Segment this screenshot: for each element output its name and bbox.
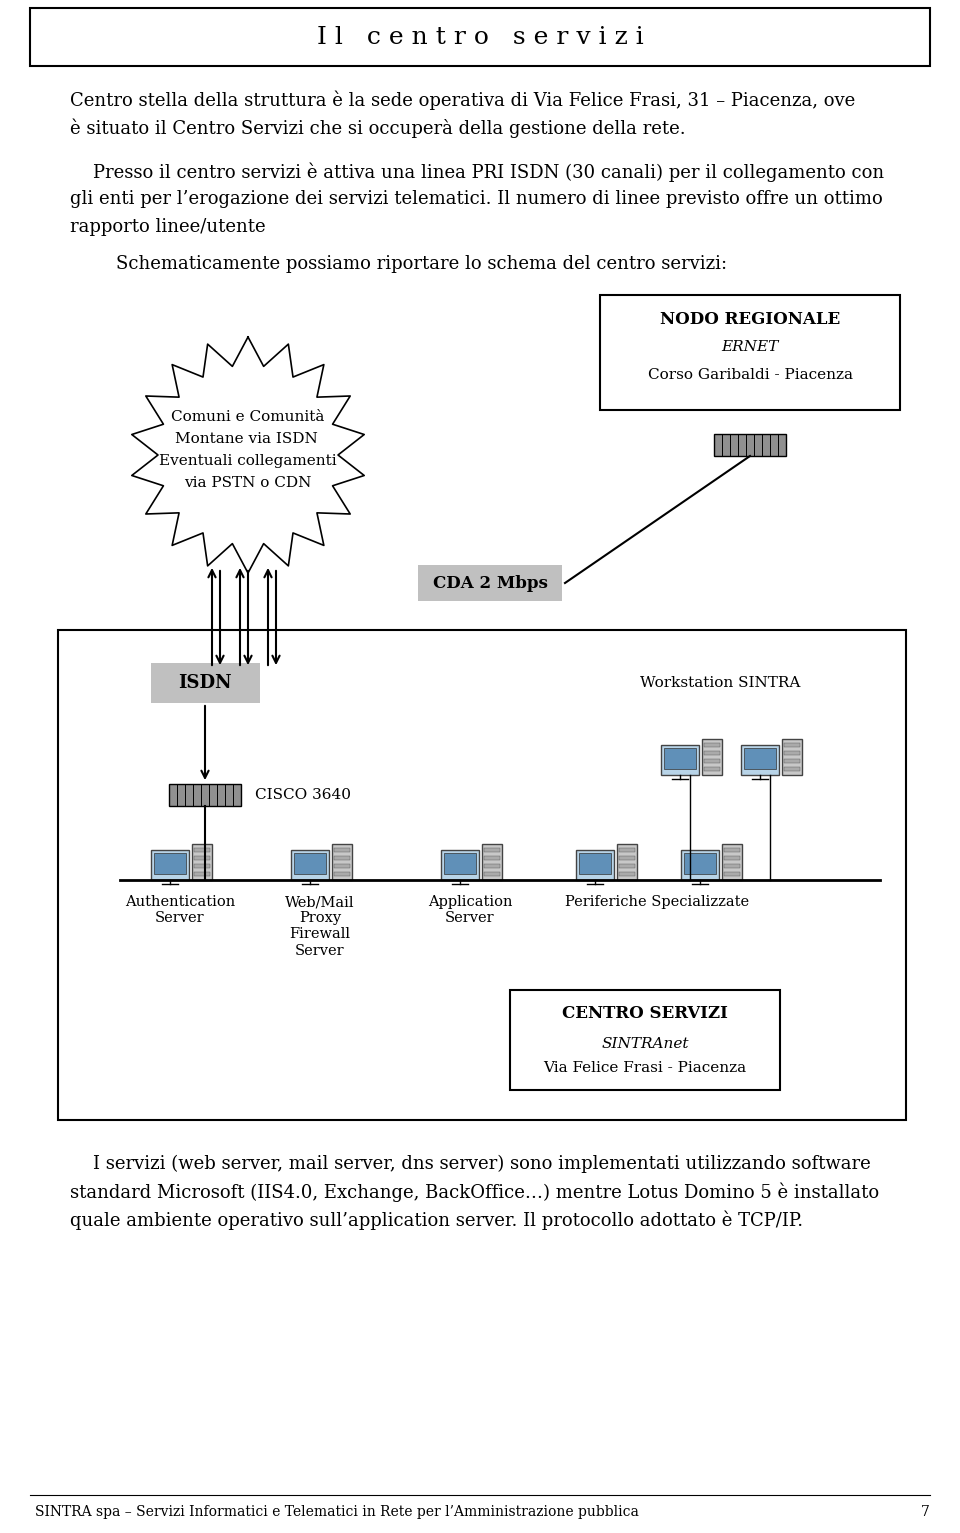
FancyBboxPatch shape (579, 852, 611, 874)
FancyBboxPatch shape (704, 751, 720, 754)
FancyBboxPatch shape (684, 852, 716, 874)
Text: Presso il centro servizi è attiva una linea PRI ISDN (30 canali) per il collegam: Presso il centro servizi è attiva una li… (70, 162, 884, 181)
FancyBboxPatch shape (619, 872, 635, 875)
FancyBboxPatch shape (194, 865, 210, 868)
FancyBboxPatch shape (510, 990, 780, 1090)
FancyBboxPatch shape (332, 845, 352, 880)
FancyBboxPatch shape (704, 759, 720, 763)
FancyBboxPatch shape (619, 848, 635, 852)
FancyBboxPatch shape (484, 855, 500, 860)
FancyBboxPatch shape (334, 855, 350, 860)
Text: rapporto linee/utente: rapporto linee/utente (70, 218, 266, 236)
FancyBboxPatch shape (744, 748, 776, 770)
FancyBboxPatch shape (194, 872, 210, 875)
FancyBboxPatch shape (617, 845, 637, 880)
Text: gli enti per l’erogazione dei servizi telematici. Il numero di linee previsto of: gli enti per l’erogazione dei servizi te… (70, 190, 883, 208)
FancyBboxPatch shape (441, 849, 479, 880)
FancyBboxPatch shape (619, 855, 635, 860)
FancyBboxPatch shape (619, 865, 635, 868)
FancyBboxPatch shape (484, 848, 500, 852)
FancyBboxPatch shape (194, 855, 210, 860)
Text: Comuni e Comunità: Comuni e Comunità (171, 409, 324, 425)
Text: Via Felice Frasi - Piacenza: Via Felice Frasi - Piacenza (543, 1061, 747, 1075)
FancyBboxPatch shape (704, 744, 720, 747)
FancyBboxPatch shape (664, 748, 696, 770)
FancyBboxPatch shape (151, 849, 189, 880)
FancyBboxPatch shape (484, 872, 500, 875)
Text: Workstation SINTRA: Workstation SINTRA (639, 676, 801, 690)
Text: Corso Garibaldi - Piacenza: Corso Garibaldi - Piacenza (647, 368, 852, 382)
FancyBboxPatch shape (151, 662, 259, 704)
FancyBboxPatch shape (334, 872, 350, 875)
FancyBboxPatch shape (724, 848, 740, 852)
FancyBboxPatch shape (782, 739, 802, 776)
Text: CDA 2 Mbps: CDA 2 Mbps (433, 575, 547, 592)
FancyBboxPatch shape (702, 739, 722, 776)
FancyBboxPatch shape (58, 630, 906, 1121)
FancyBboxPatch shape (724, 855, 740, 860)
FancyBboxPatch shape (192, 845, 212, 880)
FancyBboxPatch shape (704, 766, 720, 771)
FancyBboxPatch shape (741, 745, 779, 776)
FancyBboxPatch shape (484, 865, 500, 868)
FancyBboxPatch shape (784, 751, 800, 754)
Text: Authentication
Server: Authentication Server (125, 895, 235, 926)
FancyBboxPatch shape (334, 848, 350, 852)
Text: Periferiche Specializzate: Periferiche Specializzate (565, 895, 750, 909)
FancyBboxPatch shape (784, 744, 800, 747)
Text: quale ambiente operativo sull’application server. Il protocollo adottato è TCP/I: quale ambiente operativo sull’applicatio… (70, 1211, 804, 1231)
FancyBboxPatch shape (444, 852, 476, 874)
Text: standard Microsoft (IIS4.0, Exchange, BackOffice…) mentre Lotus Domino 5 è insta: standard Microsoft (IIS4.0, Exchange, Ba… (70, 1183, 879, 1202)
FancyBboxPatch shape (714, 434, 786, 455)
Text: Schematicamente possiamo riportare lo schema del centro servizi:: Schematicamente possiamo riportare lo sc… (70, 254, 727, 273)
FancyBboxPatch shape (576, 849, 614, 880)
FancyBboxPatch shape (784, 766, 800, 771)
Text: Montane via ISDN: Montane via ISDN (175, 432, 318, 446)
FancyBboxPatch shape (194, 848, 210, 852)
Text: via PSTN o CDN: via PSTN o CDN (184, 477, 312, 491)
FancyBboxPatch shape (291, 849, 329, 880)
FancyBboxPatch shape (294, 852, 326, 874)
Text: SINTRAnet: SINTRAnet (601, 1036, 688, 1052)
Text: Centro stella della struttura è la sede operativa di Via Felice Frasi, 31 – Piac: Centro stella della struttura è la sede … (70, 90, 855, 109)
Text: è situato il Centro Servizi che si occuperà della gestione della rete.: è situato il Centro Servizi che si occup… (70, 118, 685, 138)
FancyBboxPatch shape (334, 865, 350, 868)
FancyBboxPatch shape (169, 783, 241, 806)
FancyBboxPatch shape (418, 566, 562, 601)
FancyBboxPatch shape (784, 759, 800, 763)
FancyBboxPatch shape (681, 849, 719, 880)
Text: I l   c e n t r o   s e r v i z i: I l c e n t r o s e r v i z i (317, 26, 643, 49)
FancyBboxPatch shape (600, 294, 900, 409)
Text: I servizi (web server, mail server, dns server) sono implementati utilizzando so: I servizi (web server, mail server, dns … (70, 1154, 871, 1173)
Text: NODO REGIONALE: NODO REGIONALE (660, 311, 840, 328)
FancyBboxPatch shape (30, 8, 930, 66)
Text: ISDN: ISDN (179, 675, 231, 691)
FancyBboxPatch shape (724, 872, 740, 875)
FancyBboxPatch shape (661, 745, 699, 776)
Text: 7: 7 (922, 1505, 930, 1519)
FancyBboxPatch shape (724, 865, 740, 868)
Text: Eventuali collegamenti: Eventuali collegamenti (159, 454, 337, 468)
Text: CENTRO SERVIZI: CENTRO SERVIZI (562, 1006, 728, 1023)
FancyBboxPatch shape (722, 845, 742, 880)
Text: Application
Server: Application Server (428, 895, 513, 926)
Text: SINTRA spa – Servizi Informatici e Telematici in Rete per l’Amministrazione pubb: SINTRA spa – Servizi Informatici e Telem… (35, 1505, 638, 1519)
Text: CISCO 3640: CISCO 3640 (255, 788, 351, 802)
FancyBboxPatch shape (482, 845, 502, 880)
Polygon shape (132, 337, 364, 573)
Text: ERNET: ERNET (721, 340, 779, 354)
FancyBboxPatch shape (154, 852, 186, 874)
Text: Web/Mail
Proxy
Firewall
Server: Web/Mail Proxy Firewall Server (285, 895, 355, 958)
